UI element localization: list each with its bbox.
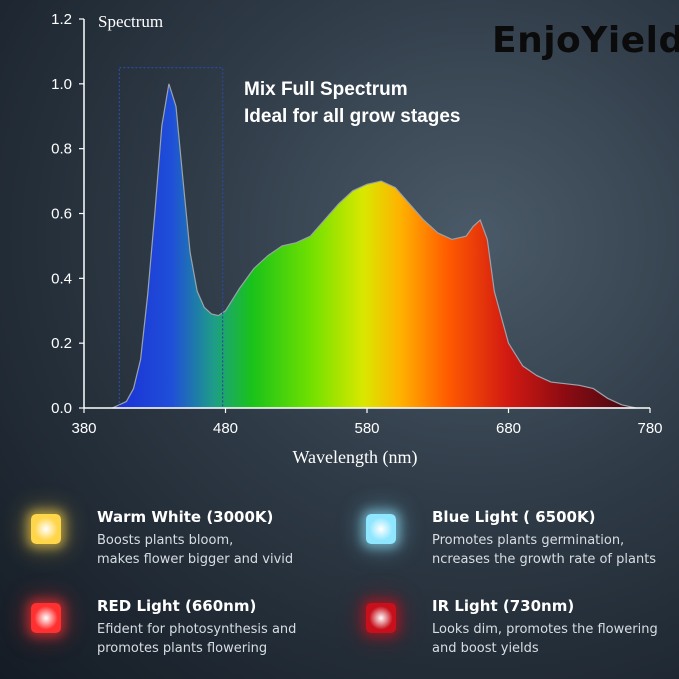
- legend-desc-line: Efident for photosynthesis and: [97, 622, 297, 637]
- legend-title: Blue Light ( 6500K): [432, 508, 596, 526]
- legend-desc-line: and boost yields: [432, 641, 539, 656]
- plot-area: 0.0 0.2 0.4 0.6 0.8 1.0 1.2 380 480 580 680 780: [51, 11, 662, 437]
- y-tick-label: 1.0: [51, 76, 72, 93]
- legend-desc-line: ncreases the growth rate of plants: [432, 552, 657, 567]
- headline: Mix Full Spectrum Ideal for all grow sta…: [244, 76, 460, 130]
- legend-title: RED Light (660nm): [97, 597, 257, 615]
- x-tick-label: 580: [354, 420, 379, 437]
- legend-desc-line: Promotes plants germination,: [432, 533, 625, 548]
- legend-description: Boosts plants bloom, makes flower bigger…: [97, 531, 293, 569]
- chart-title: Spectrum: [98, 12, 163, 31]
- y-tick-label: 0.4: [51, 270, 72, 287]
- headline-line-2: Ideal for all grow stages: [244, 106, 461, 127]
- legend-desc-line: Looks dim, promotes the flowering: [432, 622, 658, 637]
- blue-light-led-icon: [366, 514, 396, 544]
- x-tick-label: 380: [71, 420, 96, 437]
- x-tick-label: 680: [496, 420, 521, 437]
- brand-logo: EnjoYield: [492, 20, 679, 61]
- legend-desc-line: Boosts plants bloom,: [97, 533, 234, 548]
- legend-description: Promotes plants germination, ncreases th…: [432, 531, 656, 569]
- x-axis-label: Wavelength (nm): [292, 447, 417, 468]
- legend-description: Efident for photosynthesis and promotes …: [97, 620, 296, 658]
- y-tick-label: 0.2: [51, 335, 72, 352]
- spectrum-area: [112, 83, 637, 409]
- y-tick-label: 0.0: [51, 400, 72, 417]
- y-tick-label: 0.6: [51, 206, 72, 223]
- red-light-led-icon: [31, 603, 61, 633]
- legend-title: Warm White (3000K): [97, 508, 274, 526]
- legend-title: IR Light (730nm): [432, 597, 575, 615]
- brand-logo-text: EnjoYield: [492, 20, 679, 61]
- ir-light-led-icon: [366, 603, 396, 633]
- legend-description: Looks dim, promotes the flowering and bo…: [432, 620, 658, 658]
- x-tick-label: 480: [213, 420, 238, 437]
- y-tick-label: 0.8: [51, 141, 72, 158]
- blue-peak-highlight-box: [118, 67, 224, 409]
- legend-desc-line: promotes plants flowering: [97, 641, 268, 656]
- y-tick-label: 1.2: [51, 11, 72, 28]
- warm-white-led-icon: [31, 514, 61, 544]
- x-tick-label: 780: [637, 420, 662, 437]
- legend-desc-line: makes flower bigger and vivid: [97, 552, 294, 567]
- headline-line-1: Mix Full Spectrum: [244, 79, 408, 100]
